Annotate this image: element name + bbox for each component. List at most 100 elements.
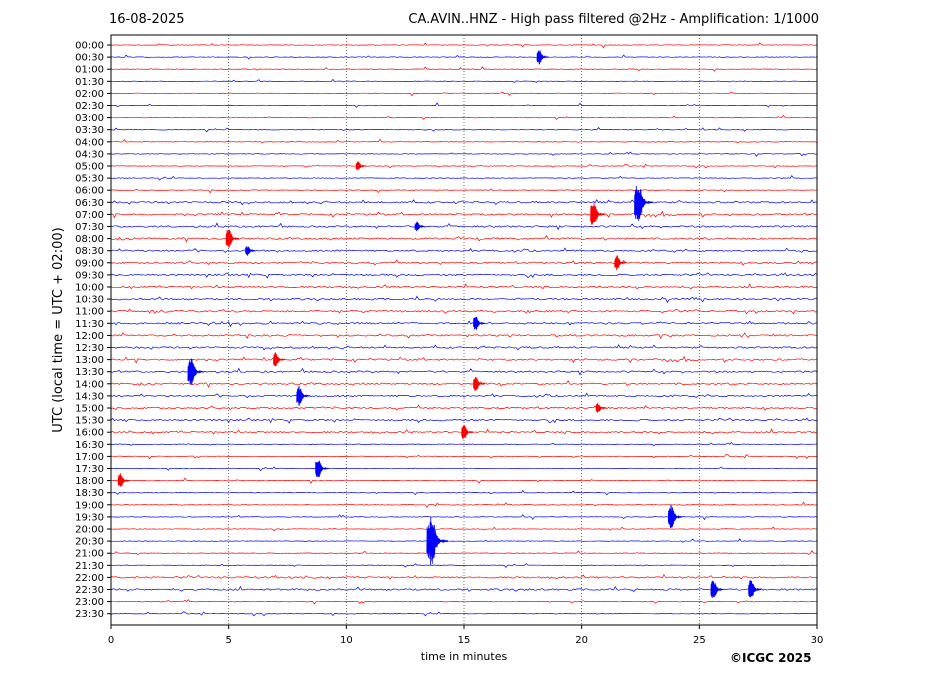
y-tick-label: 06:00 bbox=[75, 186, 104, 197]
trace-1930 bbox=[110, 514, 818, 521]
trace-1400 bbox=[110, 380, 818, 388]
x-tick-labels: 0 5 10 15 20 25 30 bbox=[108, 625, 824, 646]
traces-group bbox=[110, 42, 818, 617]
trace-0100 bbox=[110, 66, 818, 72]
y-tick-label: 17:00 bbox=[75, 452, 104, 463]
trace-0000 bbox=[111, 42, 817, 49]
x-tick-label: 0 bbox=[108, 635, 114, 646]
y-tick-label: 04:30 bbox=[75, 149, 104, 160]
y-tick-label: 14:30 bbox=[75, 391, 104, 402]
y-tick-label: 03:30 bbox=[75, 125, 104, 136]
trace-1430 bbox=[110, 392, 818, 399]
trace-1300 bbox=[110, 355, 818, 364]
event-burst bbox=[296, 385, 310, 406]
x-tick-label: 15 bbox=[458, 635, 471, 646]
grid-lines bbox=[228, 35, 700, 625]
trace-2130 bbox=[110, 563, 818, 568]
trace-0230 bbox=[110, 102, 817, 108]
trace-2100 bbox=[110, 550, 818, 556]
y-tick-label: 14:00 bbox=[75, 379, 104, 390]
x-tick-label: 5 bbox=[225, 635, 231, 646]
x-tick-label: 10 bbox=[340, 635, 353, 646]
y-tick-label: 16:00 bbox=[75, 428, 104, 439]
y-tick-label: 20:30 bbox=[75, 537, 104, 548]
event-burst bbox=[414, 221, 426, 232]
trace-0600 bbox=[110, 188, 817, 194]
y-tick-label: 05:30 bbox=[75, 174, 104, 185]
y-tick-label: 21:30 bbox=[75, 561, 104, 572]
y-tick-label: 15:00 bbox=[75, 404, 104, 415]
trace-1030 bbox=[110, 295, 818, 303]
y-tick-label: 16:30 bbox=[75, 440, 104, 451]
event-burst bbox=[473, 376, 486, 391]
trace-0430 bbox=[110, 151, 817, 157]
x-tick-label: 20 bbox=[575, 635, 588, 646]
trace-1500 bbox=[110, 404, 818, 411]
trace-1630 bbox=[110, 441, 818, 447]
trace-1130 bbox=[110, 320, 818, 328]
y-tick-label: 23:00 bbox=[75, 597, 104, 608]
trace-0830 bbox=[110, 247, 818, 253]
y-tick-label: 18:30 bbox=[75, 488, 104, 499]
trace-0630 bbox=[110, 198, 818, 206]
y-tick-label: 20:00 bbox=[75, 525, 104, 536]
x-tick-label: 25 bbox=[693, 635, 706, 646]
event-burst bbox=[748, 580, 762, 598]
y-tick-label: 00:00 bbox=[75, 41, 104, 52]
event-burst bbox=[595, 403, 606, 413]
trace-0730 bbox=[110, 222, 818, 231]
trace-1730 bbox=[110, 466, 818, 472]
event-burst bbox=[187, 358, 204, 385]
trace-1230 bbox=[110, 344, 818, 351]
y-tick-label: 11:30 bbox=[75, 319, 104, 330]
y-tick-label: 02:30 bbox=[75, 101, 104, 112]
trace-0930 bbox=[111, 272, 818, 279]
y-tick-label: 13:30 bbox=[75, 367, 104, 378]
y-tick-labels: 00:0000:3001:0001:3002:0002:3003:0003:30… bbox=[75, 41, 111, 620]
y-tick-label: 09:30 bbox=[75, 270, 104, 281]
trace-0130 bbox=[111, 78, 818, 83]
trace-2030 bbox=[110, 538, 818, 543]
x-axis-label: time in minutes bbox=[421, 650, 508, 663]
y-tick-label: 01:00 bbox=[75, 65, 104, 76]
trace-0900 bbox=[110, 259, 818, 266]
trace-1000 bbox=[110, 283, 818, 290]
event-burst bbox=[461, 425, 474, 440]
trace-2230 bbox=[110, 585, 818, 592]
trace-1800 bbox=[110, 477, 818, 484]
event-burst bbox=[590, 202, 605, 225]
trace-1830 bbox=[110, 489, 818, 496]
y-tick-label: 08:00 bbox=[75, 234, 104, 245]
y-tick-label: 02:00 bbox=[75, 89, 104, 100]
y-tick-label: 22:00 bbox=[75, 573, 104, 584]
event-burst bbox=[634, 185, 654, 221]
y-tick-label: 10:00 bbox=[75, 283, 104, 294]
trace-0330 bbox=[110, 127, 817, 133]
event-burst bbox=[536, 50, 549, 65]
trace-2200 bbox=[110, 573, 818, 580]
y-tick-label: 13:00 bbox=[75, 355, 104, 366]
trace-2330 bbox=[110, 611, 818, 617]
event-burst bbox=[315, 460, 329, 478]
y-tick-label: 19:30 bbox=[75, 512, 104, 523]
trace-1200 bbox=[110, 332, 818, 340]
copyright-label: ©ICGC 2025 bbox=[730, 651, 812, 665]
chart-title: CA.AVIN..HNZ - High pass filtered @2Hz -… bbox=[408, 12, 819, 27]
y-tick-label: 17:30 bbox=[75, 464, 104, 475]
y-tick-label: 00:30 bbox=[75, 53, 104, 64]
y-tick-label: 04:00 bbox=[75, 137, 104, 148]
x-tick-label: 30 bbox=[811, 635, 824, 646]
trace-0400 bbox=[110, 138, 818, 144]
y-tick-label: 05:00 bbox=[75, 162, 104, 173]
y-tick-label: 22:30 bbox=[75, 585, 104, 596]
event-burst bbox=[117, 473, 130, 487]
y-tick-label: 10:30 bbox=[75, 295, 104, 306]
trace-2000 bbox=[110, 526, 818, 532]
trace-0030 bbox=[110, 54, 818, 60]
trace-0700 bbox=[110, 210, 818, 219]
y-tick-label: 18:00 bbox=[75, 476, 104, 487]
y-axis-label: UTC (local time = UTC + 02:00) bbox=[51, 227, 66, 432]
event-burst bbox=[614, 255, 627, 271]
event-burst bbox=[245, 246, 256, 256]
y-tick-label: 01:30 bbox=[75, 77, 104, 88]
